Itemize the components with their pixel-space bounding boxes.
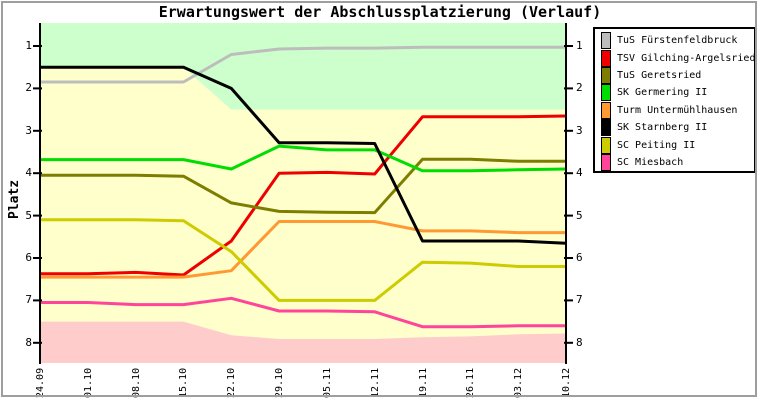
legend-item-tus-geretsried: TuS Geretsried: [601, 66, 754, 84]
x-axis-tick-label: 15.10: [178, 367, 190, 398]
x-axis-tick-label: 03.12: [513, 367, 525, 398]
legend-item-sc-peiting-ii: SC Peiting II: [601, 136, 754, 154]
legend-item-sk-starnberg-ii: SK Starnberg II: [601, 119, 754, 137]
y-axis-tick-label-left: 6: [25, 251, 32, 264]
legend-item-sc-miesbach: SC Miesbach: [601, 153, 754, 171]
y-axis-tick-label-left: 4: [25, 166, 32, 180]
x-axis-tick-label: 22.10: [226, 367, 238, 398]
y-axis-tick-label-left: 3: [25, 123, 32, 137]
series-line-sk-starnberg-ii: [40, 65, 567, 245]
relegation-zone: [40, 321, 566, 363]
y-axis-tick-label-right: 2: [576, 81, 583, 95]
legend-label: SC Miesbach: [617, 156, 684, 168]
y-axis-tick-label-right: 7: [576, 293, 583, 307]
legend-label: Turm Untermühlhausen: [617, 104, 738, 116]
legend-label: TuS Fürstenfeldbruck: [617, 35, 738, 47]
series-line-tus-geretsried: [40, 157, 566, 215]
chart-title: Erwartungswert der Abschlussplatzierung …: [158, 3, 602, 21]
y-axis-tick-label-left: 8: [25, 335, 32, 349]
x-axis-tick-label: 10.12: [561, 367, 572, 398]
series-line-sc-peiting-ii: [40, 218, 566, 302]
x-axis-tick-label: 19.11: [417, 367, 429, 398]
series-line-sc-miesbach: [40, 296, 566, 329]
series-line-tus-f-rstenfeldbruck: [40, 45, 566, 84]
legend-item-tsv-gilching-argelsried: TSV Gilching-Argelsried: [601, 49, 756, 67]
series-line-tsv-gilching-argelsried: [40, 114, 567, 277]
legend-label: SK Starnberg II: [617, 122, 708, 134]
legend-swatch-icon: [601, 66, 611, 84]
x-axis-tick-label: 12.11: [369, 367, 381, 398]
y-axis-tick-label-right: 8: [576, 335, 583, 349]
y-axis-tick-label-right: 4: [576, 166, 583, 180]
legend-swatch-icon: [601, 84, 611, 102]
x-axis-tick-label: 05.11: [321, 367, 333, 398]
legend-item-sk-germering-ii: SK Germering II: [601, 84, 754, 102]
y-axis-tick-label-left: 2: [25, 81, 32, 95]
x-axis-tick-label: 08.10: [130, 367, 142, 398]
y-axis-tick-label-right: 1: [576, 39, 583, 52]
promotion-zone: [40, 23, 566, 110]
y-axis-tick-label-right: 3: [576, 123, 583, 137]
legend-swatch-icon: [601, 32, 611, 50]
legend-label: TuS Geretsried: [617, 69, 702, 81]
y-axis-tick-label-left: 7: [25, 293, 32, 307]
y-axis-tick-label-right: 5: [576, 208, 583, 222]
y-axis-tick-label-right: 6: [576, 251, 583, 264]
series-line-sk-germering-ii: [40, 144, 567, 173]
y-axis-tick-label-left: 1: [25, 39, 32, 52]
x-axis-tick-label: 26.11: [465, 367, 477, 398]
x-axis-tick-label: 24.09: [35, 367, 46, 398]
y-axis-tick-label-left: 5: [25, 208, 32, 222]
legend-label: TSV Gilching-Argelsried: [617, 52, 756, 64]
legend-swatch-icon: [601, 119, 611, 137]
legend-item-tus-f-rstenfeldbruck: TuS Fürstenfeldbruck: [601, 32, 754, 50]
legend-label: SK Germering II: [617, 87, 708, 99]
legend-swatch-icon: [601, 136, 611, 154]
x-axis-tick-label: 29.10: [274, 367, 286, 398]
legend-label: SC Peiting II: [617, 139, 696, 151]
series-line-turm-unterm-hlhausen: [40, 220, 566, 279]
legend-box: TuS Fürstenfeldbruck TSV Gilching-Argelsr…: [593, 27, 756, 173]
legend-swatch-icon: [601, 49, 611, 67]
x-axis-tick-label: 01.10: [82, 367, 94, 398]
legend-item-turm-unterm-hlhausen: Turm Untermühlhausen: [601, 101, 754, 119]
legend-swatch-icon: [601, 101, 611, 119]
legend-swatch-icon: [601, 153, 611, 171]
